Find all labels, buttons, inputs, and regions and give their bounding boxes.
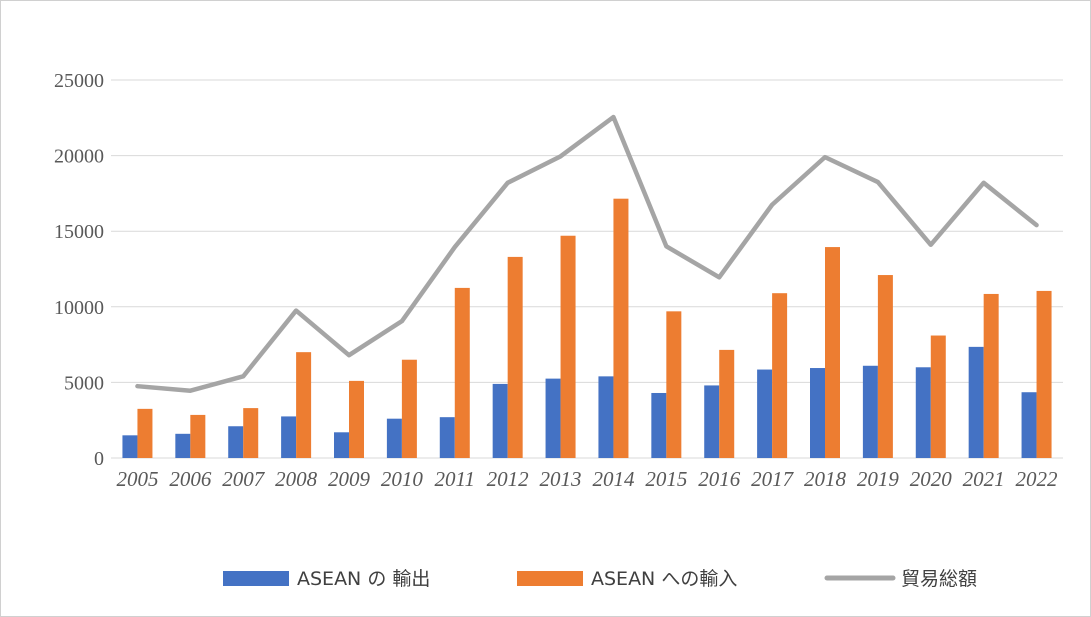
legend-swatch (223, 571, 289, 586)
x-tick-label: 2019 (857, 467, 900, 491)
x-tick-label: 2008 (275, 467, 318, 491)
legend: ASEAN の 輸出 ASEAN への輸入 貿易総額 (223, 568, 977, 590)
export-bar (1021, 392, 1037, 458)
import-bar (772, 293, 788, 458)
x-tick-label: 2020 (910, 467, 953, 491)
export-bar (122, 435, 138, 458)
x-tick-label: 2011 (435, 467, 475, 491)
y-tick-label: 15000 (54, 221, 104, 243)
x-tick-label: 2014 (592, 467, 635, 491)
export-bar (492, 383, 508, 458)
y-tick-label: 0 (94, 448, 104, 470)
import-bar (613, 198, 629, 458)
export-bar (968, 346, 984, 458)
import-bar (349, 380, 364, 458)
x-tick-label: 2013 (540, 467, 582, 491)
y-tick-label: 20000 (54, 146, 104, 168)
import-bar (666, 311, 682, 458)
x-tick-label: 2009 (328, 467, 371, 491)
legend-label: 貿易総額 (901, 568, 977, 590)
export-bar (915, 367, 931, 458)
import-bar (930, 335, 946, 458)
import-bar (825, 247, 840, 458)
x-tick-label: 2006 (169, 467, 212, 491)
total-trade-line (135, 114, 1039, 393)
export-bar (862, 365, 878, 458)
bars (122, 198, 1052, 458)
legend-item-import: ASEAN への輸入 (517, 568, 737, 590)
import-bar (401, 359, 417, 458)
import-bar (190, 414, 206, 458)
import-bar (877, 275, 893, 458)
import-bar (454, 287, 470, 458)
export-bar (281, 416, 297, 458)
x-tick-label: 2007 (222, 467, 266, 491)
x-tick-label: 2016 (698, 467, 741, 491)
legend-swatch (517, 571, 583, 586)
export-bar (228, 426, 244, 458)
export-bar (386, 418, 402, 458)
x-tick-label: 2005 (116, 467, 158, 491)
import-bar (1036, 290, 1052, 458)
x-axis: 2005 2006 2007 2008 2009 2010 2011 2012 2013 2014… (116, 467, 1058, 491)
gridlines (111, 79, 1063, 459)
import-bar (137, 408, 153, 458)
x-tick-label: 2017 (751, 467, 795, 491)
export-bar (810, 368, 825, 458)
import-bar (719, 349, 735, 458)
import-bar (507, 256, 523, 458)
x-tick-label: 2022 (1016, 467, 1059, 491)
legend-item-export: ASEAN の 輸出 (223, 568, 430, 590)
import-bar (560, 235, 576, 458)
x-tick-label: 2010 (381, 467, 424, 491)
x-tick-label: 2021 (963, 467, 1005, 491)
import-bar (243, 408, 259, 458)
export-bar (651, 392, 667, 458)
x-tick-label: 2012 (487, 467, 530, 491)
x-tick-label: 2015 (645, 467, 687, 491)
legend-item-total: 貿易総額 (824, 568, 977, 590)
export-bar (704, 385, 720, 458)
import-bar (983, 293, 999, 458)
total-line-layer (135, 114, 1039, 393)
import-bar (296, 352, 312, 458)
legend-label: ASEAN の 輸出 (297, 568, 430, 590)
y-tick-label: 5000 (64, 372, 104, 394)
export-bar (334, 432, 349, 458)
y-axis: 0 5000 10000 15000 20000 25000 (54, 70, 104, 470)
export-bar (439, 417, 455, 458)
y-tick-label: 10000 (54, 297, 104, 319)
x-tick-label: 2018 (804, 467, 847, 491)
y-tick-label: 25000 (54, 70, 104, 92)
legend-label: ASEAN への輸入 (591, 568, 737, 590)
export-bar (598, 376, 614, 458)
export-bar (175, 433, 191, 458)
export-bar (545, 378, 561, 458)
export-bar (757, 369, 773, 458)
